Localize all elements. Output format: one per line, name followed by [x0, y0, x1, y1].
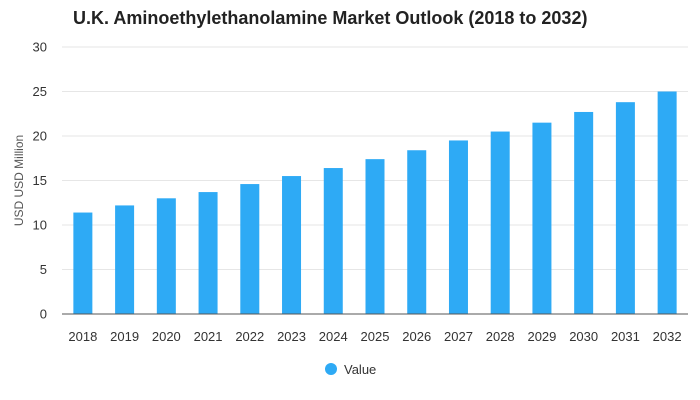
bar-2019[interactable]	[115, 205, 135, 314]
bar-2031[interactable]	[615, 102, 635, 315]
x-tick-label: 2020	[152, 329, 181, 344]
x-tick-label: 2019	[110, 329, 139, 344]
bar-2027[interactable]	[448, 140, 468, 314]
legend-label-value: Value	[344, 362, 376, 377]
x-tick-label: 2030	[569, 329, 598, 344]
x-tick-label: 2032	[653, 329, 682, 344]
chart-title: U.K. Aminoethylethanolamine Market Outlo…	[73, 8, 588, 28]
bar-2022[interactable]	[240, 184, 260, 314]
y-tick-label: 15	[33, 173, 47, 188]
bar-2029[interactable]	[532, 122, 552, 315]
bar-2028[interactable]	[490, 131, 510, 314]
x-tick-label: 2026	[402, 329, 431, 344]
legend-swatch-value	[325, 363, 337, 375]
y-tick-label: 10	[33, 218, 47, 233]
y-tick-label: 0	[40, 307, 47, 322]
y-axis-ticks: 0 5 10 15 20 25 30	[33, 40, 47, 322]
bar-2020[interactable]	[156, 198, 176, 314]
y-axis-title: USD USD Million	[12, 135, 26, 226]
bar-2021[interactable]	[198, 192, 218, 314]
x-tick-label: 2027	[444, 329, 473, 344]
bar-2024[interactable]	[323, 168, 343, 314]
bar-2023[interactable]	[282, 176, 302, 314]
x-tick-label: 2025	[361, 329, 390, 344]
bar-2018[interactable]	[73, 212, 93, 314]
y-tick-label: 25	[33, 84, 47, 99]
x-tick-label: 2023	[277, 329, 306, 344]
legend[interactable]: Value	[325, 362, 376, 377]
bars	[73, 91, 677, 315]
x-tick-label: 2024	[319, 329, 348, 344]
x-axis-ticks: 2018 2019 2020 2021 2022 2023 2024 2025 2026 2027…	[68, 329, 681, 344]
bar-2026[interactable]	[407, 150, 427, 314]
x-tick-label: 2021	[194, 329, 223, 344]
y-tick-label: 5	[40, 262, 47, 277]
y-tick-label: 30	[33, 40, 47, 55]
bar-2030[interactable]	[574, 111, 594, 314]
x-tick-label: 2031	[611, 329, 640, 344]
x-tick-label: 2018	[68, 329, 97, 344]
x-tick-label: 2028	[486, 329, 515, 344]
y-tick-label: 20	[33, 129, 47, 144]
bar-2025[interactable]	[365, 159, 385, 314]
x-tick-label: 2029	[527, 329, 556, 344]
x-tick-label: 2022	[235, 329, 264, 344]
bar-2032[interactable]	[657, 91, 677, 315]
